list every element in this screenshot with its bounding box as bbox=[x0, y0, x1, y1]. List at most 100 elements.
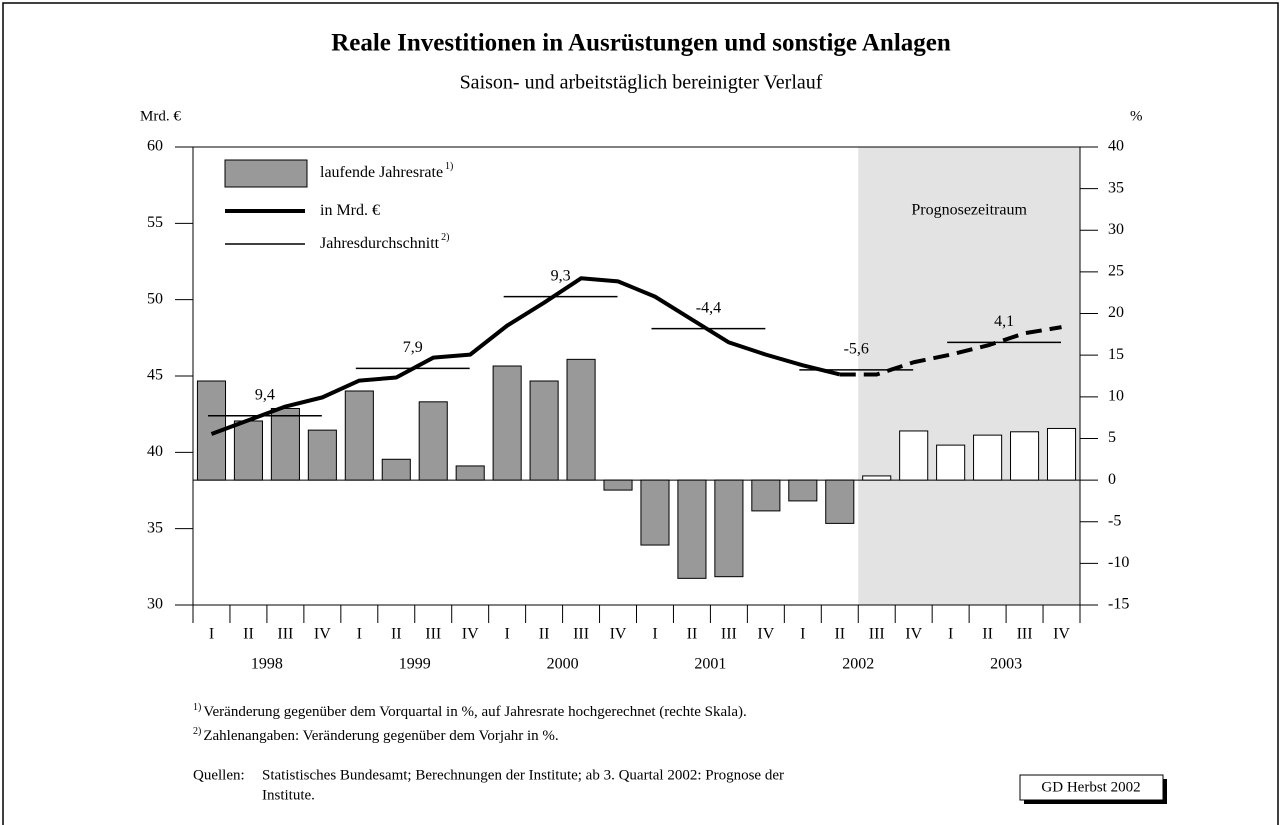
x-tick-label: III bbox=[869, 626, 885, 643]
legend-text: laufende Jahresrate bbox=[320, 164, 443, 181]
y-tick-label: 50 bbox=[147, 290, 163, 307]
x-tick-label: II bbox=[687, 626, 698, 643]
sources-text: Institute. bbox=[262, 787, 315, 803]
year-label: 1999 bbox=[399, 656, 431, 673]
x-tick-label: IV bbox=[757, 626, 774, 643]
bar bbox=[1046, 427, 1077, 481]
y2-tick-label: -15 bbox=[1108, 596, 1129, 613]
x-tick-label: II bbox=[243, 626, 254, 643]
legend-swatch bbox=[224, 159, 308, 188]
bar bbox=[862, 475, 892, 481]
bar bbox=[788, 479, 818, 502]
legend-text: in Mrd. € bbox=[320, 202, 380, 219]
legend-text: Jahresdurchschnitt bbox=[320, 235, 440, 252]
x-tick-label: II bbox=[982, 626, 993, 643]
badge bbox=[1019, 774, 1164, 801]
sources-label: Quellen: bbox=[193, 767, 245, 783]
y2-axis-label: % bbox=[1130, 108, 1143, 124]
x-tick-label: I bbox=[357, 626, 362, 643]
bar bbox=[899, 430, 929, 481]
x-tick-label: IV bbox=[905, 626, 922, 643]
x-tick-label: I bbox=[652, 626, 657, 643]
year-label: 2000 bbox=[547, 656, 579, 673]
y2-tick-label: 40 bbox=[1108, 138, 1124, 155]
legend-entry: Jahresdurchschnitt 2) bbox=[320, 232, 449, 251]
x-tick-label: III bbox=[277, 626, 293, 643]
bar bbox=[566, 358, 596, 481]
year-label: 1998 bbox=[251, 656, 283, 673]
footnote-text: Veränderung gegenüber dem Vorquartal in … bbox=[203, 704, 746, 720]
footnote-text: Zahlenangaben: Veränderung gegenüber dem… bbox=[203, 728, 558, 744]
forecast-label: Prognosezeitraum bbox=[911, 202, 1027, 219]
footnote-mark: 2) bbox=[193, 726, 201, 737]
x-tick-label: I bbox=[948, 626, 953, 643]
badge-text: GD Herbst 2002 bbox=[1041, 779, 1140, 795]
y2-tick-label: 10 bbox=[1108, 387, 1124, 404]
footnote: 2) Zahlenangaben: Veränderung gegenüber d… bbox=[193, 726, 559, 744]
y2-tick-label: 5 bbox=[1108, 429, 1116, 446]
bar bbox=[751, 479, 781, 512]
year-label: 2002 bbox=[842, 656, 874, 673]
x-tick-label: IV bbox=[610, 626, 627, 643]
bar bbox=[936, 444, 966, 481]
chart-subtitle: Saison- und arbeitstäglich bereinigter V… bbox=[460, 72, 823, 94]
annual-average-label: 7,9 bbox=[403, 339, 423, 356]
bar bbox=[1010, 431, 1040, 481]
footnote: 1) Veränderung gegenüber dem Vorquartal i… bbox=[193, 702, 747, 720]
bar bbox=[233, 420, 263, 481]
bar bbox=[640, 479, 670, 546]
y2-tick-label: 15 bbox=[1108, 346, 1124, 363]
y-tick-label: 45 bbox=[147, 367, 163, 384]
x-tick-label: IV bbox=[314, 626, 331, 643]
bar bbox=[344, 390, 374, 481]
forecast-line bbox=[839, 325, 1062, 377]
bar bbox=[529, 380, 559, 481]
footnote-mark: 1) bbox=[193, 702, 201, 713]
y2-tick-label: 0 bbox=[1108, 471, 1116, 488]
y2-tick-label: 25 bbox=[1108, 263, 1124, 280]
x-tick-label: I bbox=[800, 626, 805, 643]
annual-average-label: -5,6 bbox=[844, 341, 869, 358]
annual-average-label: 9,3 bbox=[551, 267, 571, 284]
bar bbox=[455, 465, 485, 481]
year-label: 2001 bbox=[694, 656, 726, 673]
bar bbox=[418, 401, 448, 481]
bar bbox=[492, 365, 522, 481]
annual-average-label: 9,4 bbox=[255, 386, 275, 403]
line bbox=[210, 276, 841, 436]
forecast-region bbox=[858, 147, 1080, 605]
chart-title: Reale Investitionen in Ausrüstungen und … bbox=[331, 30, 951, 57]
y2-tick-label: -10 bbox=[1108, 554, 1129, 571]
y2-tick-label: 30 bbox=[1108, 221, 1124, 238]
annual-average-label: 4,1 bbox=[994, 313, 1014, 330]
x-tick-label: III bbox=[721, 626, 737, 643]
x-tick-label: II bbox=[391, 626, 402, 643]
legend-entry: in Mrd. € bbox=[320, 202, 380, 219]
y-tick-label: 35 bbox=[147, 519, 163, 536]
bar bbox=[973, 434, 1003, 481]
x-tick-label: II bbox=[834, 626, 845, 643]
annual-average-label: -4,4 bbox=[696, 299, 721, 316]
x-tick-label: III bbox=[1017, 626, 1033, 643]
bar bbox=[603, 479, 633, 491]
bar bbox=[677, 479, 707, 579]
y-axis-label: Mrd. € bbox=[140, 108, 181, 124]
y2-tick-label: 20 bbox=[1108, 304, 1124, 321]
x-tick-label: IV bbox=[1053, 626, 1070, 643]
y-tick-label: 60 bbox=[147, 138, 163, 155]
bar bbox=[714, 479, 744, 578]
y-tick-label: 55 bbox=[147, 214, 163, 231]
legend-note: 1) bbox=[445, 161, 453, 172]
x-tick-label: III bbox=[425, 626, 441, 643]
x-tick-label: I bbox=[209, 626, 214, 643]
x-tick-label: III bbox=[573, 626, 589, 643]
x-tick-label: II bbox=[539, 626, 550, 643]
legend-entry: laufende Jahresrate 1) bbox=[320, 161, 453, 180]
year-label: 2003 bbox=[990, 656, 1022, 673]
bar bbox=[270, 407, 300, 481]
legend-note: 2) bbox=[441, 232, 449, 243]
y-tick-label: 30 bbox=[147, 596, 163, 613]
y2-tick-label: 35 bbox=[1108, 179, 1124, 196]
